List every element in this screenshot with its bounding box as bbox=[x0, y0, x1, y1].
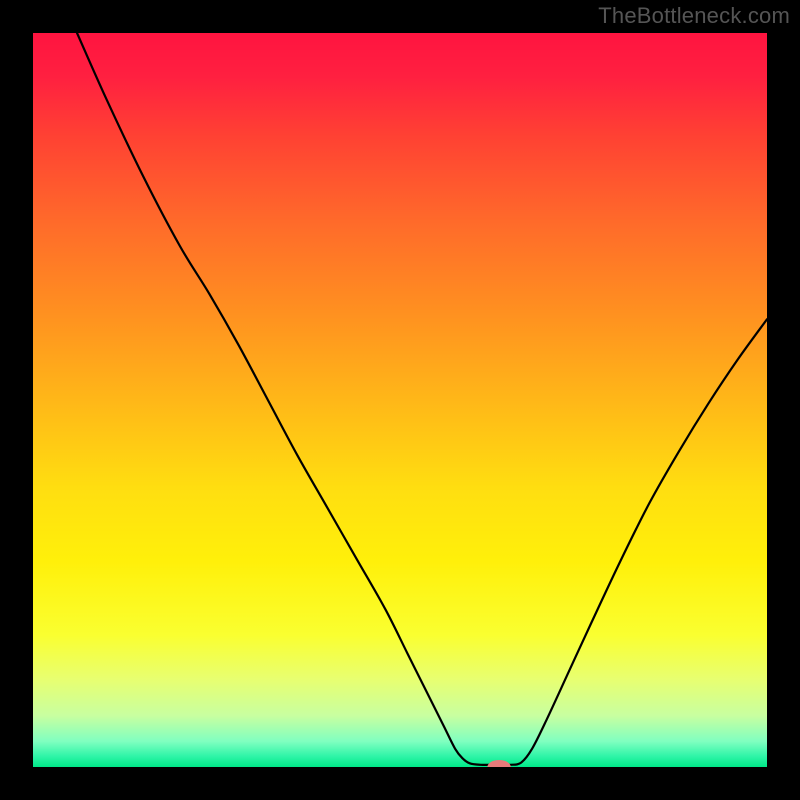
watermark-text: TheBottleneck.com bbox=[598, 3, 790, 29]
gradient-background bbox=[33, 33, 767, 767]
plot-area bbox=[33, 33, 767, 774]
chart-container: TheBottleneck.com bbox=[0, 0, 800, 800]
bottleneck-chart bbox=[0, 0, 800, 800]
